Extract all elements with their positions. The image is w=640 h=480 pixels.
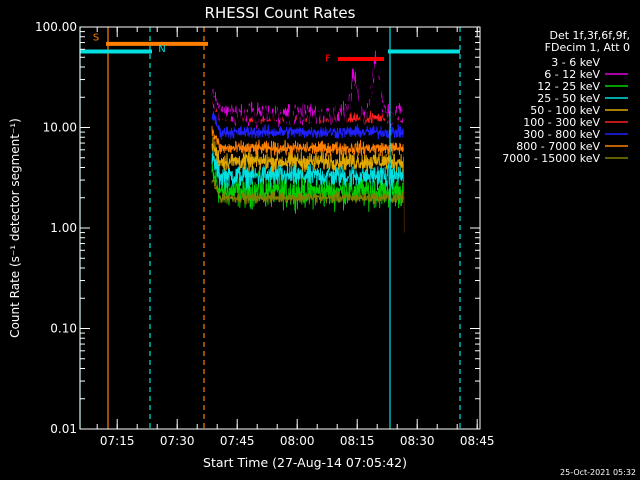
x-tick-label: 08:30: [400, 434, 435, 448]
x-axis: 07:15 07:30 07:45 08:00 08:15 08:30 08:45: [96, 27, 495, 448]
series-layer: [211, 50, 405, 336]
y-tick-label: 1.00: [50, 221, 77, 235]
x-tick-label: 07:30: [160, 434, 195, 448]
legend-header-line-2: FDecim 1, Att 0: [545, 41, 630, 54]
x-tick-label: 07:45: [220, 434, 255, 448]
y-tick-label: 100.00: [35, 20, 77, 34]
series-line-800-7000-kev: [211, 125, 405, 233]
chart-title: RHESSI Count Rates: [205, 4, 356, 22]
x-tick-label: 08:15: [340, 434, 375, 448]
x-tick-label: 07:15: [100, 434, 135, 448]
y-tick-label: 10.00: [43, 121, 77, 135]
legend-label: 50 - 100 keV: [530, 104, 600, 117]
annotation-label: F: [325, 53, 331, 64]
y-axis-label: Count Rate (s⁻¹ detector segment⁻¹): [8, 118, 22, 338]
series-line-7000-15000-kev: [211, 178, 405, 205]
series-line-3-6-kev: [211, 58, 405, 336]
legend-label: 7000 - 15000 keV: [502, 152, 600, 165]
legend-label: 300 - 800 keV: [523, 128, 600, 141]
series-line-300-800-kev: [211, 110, 405, 140]
legend: Det 1f,3f,6f,9f, FDecim 1, Att 0 3 - 6 k…: [502, 29, 630, 165]
y-tick-label: 0.10: [50, 322, 77, 336]
legend-label: 800 - 7000 keV: [516, 140, 600, 153]
y-axis: 0.01 0.10 1.00 10.00 100.00: [35, 20, 480, 436]
x-axis-label: Start Time (27-Aug-14 07:05:42): [203, 455, 407, 470]
x-tick-label: 08:45: [460, 434, 495, 448]
legend-header-line-1: Det 1f,3f,6f,9f,: [549, 29, 630, 42]
legend-label: 25 - 50 keV: [537, 92, 600, 105]
series-line-25-50-kev: [211, 149, 405, 191]
legend-label: 6 - 12 keV: [544, 68, 600, 81]
legend-label: 100 - 300 keV: [523, 116, 600, 129]
legend-label: 3 - 6 keV: [551, 56, 600, 69]
annotation-label: N: [158, 44, 165, 55]
footer-timestamp: 25-Oct-2021 05:32: [560, 468, 636, 477]
series-line-50-100-kev: [211, 137, 405, 173]
x-tick-label: 08:00: [280, 434, 315, 448]
y-tick-label: 0.01: [50, 422, 77, 436]
annotation-label: S: [93, 33, 99, 44]
legend-label: 12 - 25 keV: [537, 80, 600, 93]
